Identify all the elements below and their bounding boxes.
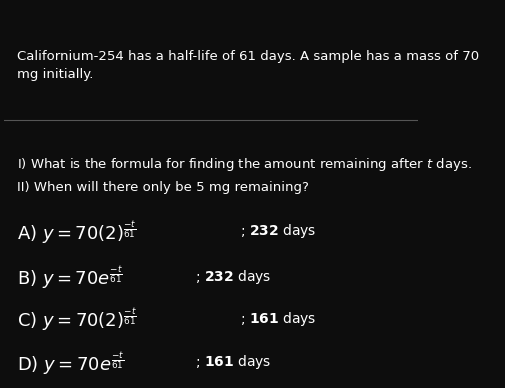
Text: ; $\mathbf{232}$ days: ; $\mathbf{232}$ days: [195, 268, 271, 286]
Text: II) When will there only be 5 mg remaining?: II) When will there only be 5 mg remaini…: [17, 181, 309, 194]
Text: D) $y = 70e^{\frac{-t}{61}}$: D) $y = 70e^{\frac{-t}{61}}$: [17, 350, 124, 377]
Text: C) $y = 70\left(2\right)^{\frac{-t}{61}}$: C) $y = 70\left(2\right)^{\frac{-t}{61}}…: [17, 306, 136, 333]
Text: Californium-254 has a half-life of 61 days. A sample has a mass of 70
mg initial: Californium-254 has a half-life of 61 da…: [17, 50, 479, 81]
Text: ; $\mathbf{161}$ days: ; $\mathbf{161}$ days: [195, 353, 271, 371]
Text: ; $\mathbf{161}$ days: ; $\mathbf{161}$ days: [240, 310, 317, 328]
Text: I) What is the formula for finding the amount remaining after $t$ days.: I) What is the formula for finding the a…: [17, 156, 471, 173]
Text: B) $y = 70e^{\frac{-t}{61}}$: B) $y = 70e^{\frac{-t}{61}}$: [17, 264, 122, 291]
Text: A) $y = 70\left(2\right)^{\frac{-t}{61}}$: A) $y = 70\left(2\right)^{\frac{-t}{61}}…: [17, 218, 136, 246]
Text: ; $\mathbf{232}$ days: ; $\mathbf{232}$ days: [240, 222, 317, 241]
